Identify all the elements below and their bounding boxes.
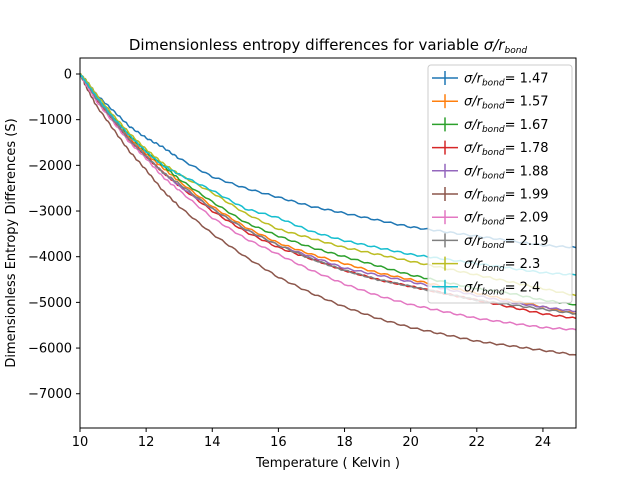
legend-item: σ/rbond= 1.57 [432,94,549,112]
x-tick-label: 10 [72,435,89,450]
legend-label: σ/rbond= 1.67 [464,118,549,135]
x-axis: 10 12 14 16 18 20 22 24 [72,428,551,450]
y-tick-label: −5000 [28,296,72,311]
series-line-2-09 [80,73,576,331]
y-tick-label: −4000 [28,250,72,265]
y-tick-label: −1000 [28,113,72,128]
legend-label: σ/rbond= 1.78 [464,141,549,158]
y-tick-label: 0 [64,67,72,82]
legend-label: σ/rbond= 2.3 [464,257,540,274]
legend-box [427,64,573,304]
x-axis-label: Temperature ( Kelvin ) [255,456,400,471]
x-tick-label: 12 [138,435,155,450]
x-tick-label: 16 [270,435,287,450]
plot-frame [79,57,577,429]
x-tick-label: 22 [469,435,486,450]
x-tick-label: 20 [402,435,419,450]
y-axis-label: Dimensionless Entropy Differences (S) [4,118,19,367]
legend-item: σ/rbond= 1.47 [432,71,549,89]
series-line-1-99 [80,73,576,356]
legend-label: σ/rbond= 1.88 [464,164,549,181]
x-tick-label: 14 [204,435,221,450]
legend-item: σ/rbond= 1.99 [432,187,549,205]
chart-title: Dimensionless entropy differences for va… [129,36,528,56]
legend-item: σ/rbond= 2.3 [432,256,540,274]
legend-item: σ/rbond= 1.67 [432,117,549,135]
legend-label: σ/rbond= 1.57 [464,95,549,112]
legend-item: σ/rbond= 2.19 [432,233,549,251]
legend-label: σ/rbond= 2.19 [464,234,549,251]
y-tick-label: −6000 [28,342,72,357]
y-tick-label: −3000 [28,205,72,220]
x-tick-label: 18 [336,435,353,450]
x-tick-label: 24 [535,435,552,450]
y-tick-label: −7000 [28,387,72,402]
legend-label: σ/rbond= 2.09 [464,211,549,228]
legend-item: σ/rbond= 2.4 [432,279,540,297]
legend-item: σ/rbond= 1.88 [432,163,549,181]
legend: σ/rbond= 1.47 σ/rbond= 1.57 σ/rbond= 1.67 σ… [427,64,573,304]
legend-item: σ/rbond= 2.09 [432,210,549,228]
legend-item: σ/rbond= 1.78 [432,140,549,158]
y-tick-label: −2000 [28,159,72,174]
legend-label: σ/rbond= 1.99 [464,188,549,205]
legend-label: σ/rbond= 1.47 [464,72,549,89]
legend-label: σ/rbond= 2.4 [464,280,540,297]
y-axis: 0 −1000 −2000 −3000 −4000 −5000 −6000 −7000 [28,67,80,402]
